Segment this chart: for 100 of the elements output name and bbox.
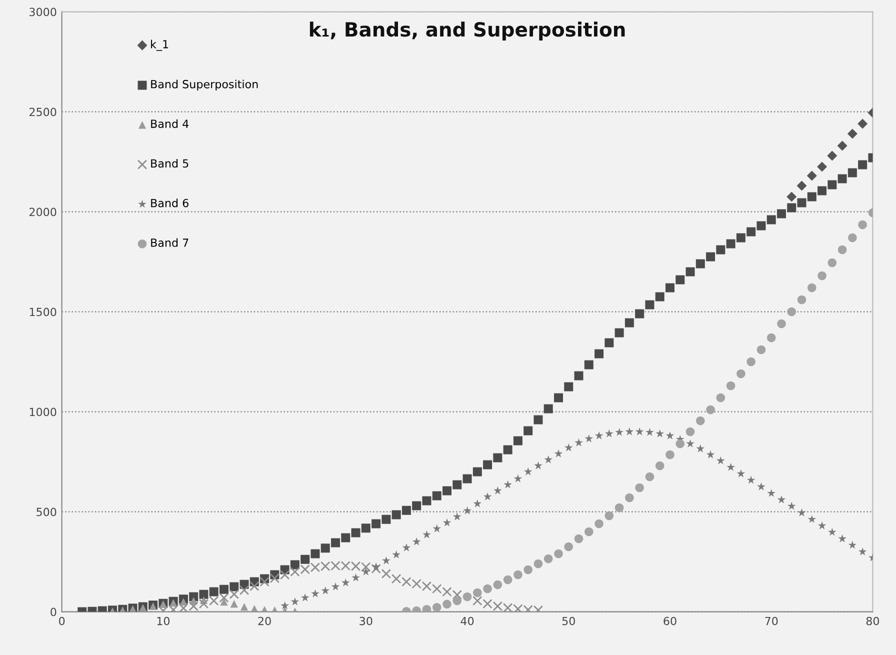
x-tick-label: 40 xyxy=(460,616,474,626)
point xyxy=(807,283,816,292)
point xyxy=(696,444,705,452)
legend-label: Band 5 xyxy=(151,159,188,168)
point xyxy=(848,540,857,549)
y-tick-label: 500 xyxy=(36,508,56,516)
point xyxy=(280,570,290,580)
y-tick-label: 1000 xyxy=(30,408,56,416)
point xyxy=(493,486,502,494)
point xyxy=(767,488,776,497)
x-tick-label: 80 xyxy=(866,616,880,626)
point xyxy=(554,549,563,558)
point xyxy=(554,449,563,458)
point xyxy=(808,514,816,523)
point xyxy=(524,565,532,574)
point xyxy=(331,582,340,590)
point xyxy=(472,596,482,606)
point xyxy=(503,575,512,584)
legend-label: Band 7 xyxy=(151,238,188,247)
point xyxy=(716,393,726,402)
point xyxy=(463,506,472,514)
point xyxy=(432,602,442,612)
point xyxy=(250,581,260,592)
point xyxy=(362,567,370,576)
point xyxy=(524,467,532,476)
point xyxy=(746,357,756,366)
point xyxy=(290,597,300,606)
point xyxy=(219,592,229,603)
point xyxy=(786,192,797,202)
point xyxy=(604,511,614,520)
point xyxy=(493,580,502,590)
point xyxy=(858,547,867,556)
point xyxy=(686,439,694,448)
point xyxy=(858,220,867,230)
point xyxy=(726,462,735,471)
point xyxy=(220,598,228,606)
point xyxy=(827,150,838,161)
point xyxy=(230,600,238,608)
point xyxy=(483,492,492,500)
point xyxy=(280,601,289,610)
point xyxy=(574,534,584,544)
point xyxy=(372,562,380,570)
point xyxy=(452,512,462,520)
point xyxy=(777,319,786,328)
point xyxy=(544,554,553,564)
point xyxy=(757,482,766,490)
point xyxy=(817,162,828,172)
point xyxy=(828,258,837,268)
point xyxy=(321,586,330,594)
point xyxy=(838,245,847,254)
point xyxy=(645,472,654,482)
point xyxy=(676,439,685,448)
point xyxy=(534,461,542,470)
point xyxy=(646,428,654,436)
x-tick-label: 10 xyxy=(157,616,170,626)
point xyxy=(787,502,796,510)
point xyxy=(818,521,826,530)
chart-title: k₁, Bands, and Superposition xyxy=(310,22,625,40)
point xyxy=(806,170,817,181)
point xyxy=(756,345,766,354)
point xyxy=(442,518,452,526)
x-tick-label: 30 xyxy=(360,616,372,626)
point xyxy=(838,534,846,542)
legend-label: Band 4 xyxy=(151,119,189,128)
point xyxy=(655,461,664,470)
point xyxy=(766,333,776,342)
point xyxy=(534,559,543,568)
x-tick-label: 0 xyxy=(59,616,65,626)
point xyxy=(452,590,462,600)
point xyxy=(686,427,695,436)
point xyxy=(594,519,604,528)
x-tick-label: 60 xyxy=(664,616,676,626)
point xyxy=(462,592,472,602)
point xyxy=(514,570,522,580)
y-tick-label: 0 xyxy=(50,608,56,616)
y-tick-label: 1500 xyxy=(30,308,56,316)
point xyxy=(352,573,360,582)
point xyxy=(564,542,574,552)
point xyxy=(422,604,432,612)
point xyxy=(848,233,857,242)
point xyxy=(716,456,725,464)
legend-label: Band 6 xyxy=(151,198,188,208)
legend-label: Band Superposition xyxy=(151,80,258,90)
point xyxy=(746,476,756,484)
point xyxy=(777,495,786,504)
x-tick-label: 20 xyxy=(258,616,271,626)
point xyxy=(696,416,705,426)
point xyxy=(615,428,624,436)
point xyxy=(736,369,746,378)
point xyxy=(229,589,239,600)
y-tick-label: 3000 xyxy=(30,8,56,16)
point xyxy=(796,180,807,191)
point xyxy=(442,586,452,597)
point xyxy=(797,295,806,304)
point xyxy=(341,578,350,586)
point xyxy=(798,508,806,516)
point xyxy=(391,574,402,584)
point xyxy=(584,527,594,536)
point xyxy=(625,427,634,436)
point xyxy=(706,450,715,458)
